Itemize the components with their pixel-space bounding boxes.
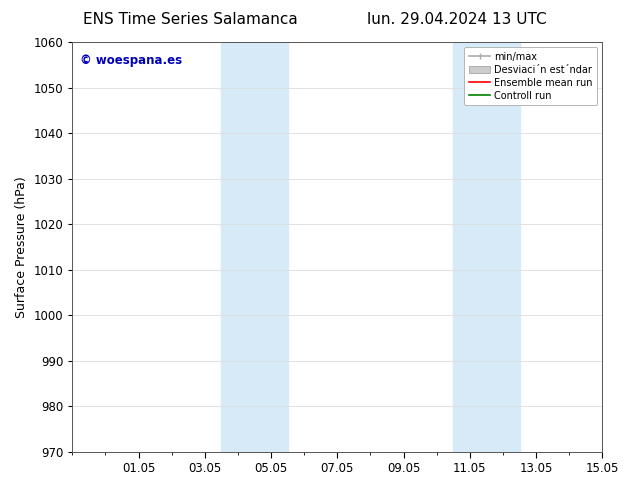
Y-axis label: Surface Pressure (hPa): Surface Pressure (hPa) xyxy=(15,176,28,318)
Text: lun. 29.04.2024 13 UTC: lun. 29.04.2024 13 UTC xyxy=(366,12,547,27)
Bar xyxy=(221,42,288,452)
Legend: min/max, Desviaci´n est´ndar, Ensemble mean run, Controll run: min/max, Desviaci´n est´ndar, Ensemble m… xyxy=(464,47,597,105)
Text: ENS Time Series Salamanca: ENS Time Series Salamanca xyxy=(83,12,297,27)
Text: © woespana.es: © woespana.es xyxy=(81,54,183,67)
Bar xyxy=(453,42,519,452)
